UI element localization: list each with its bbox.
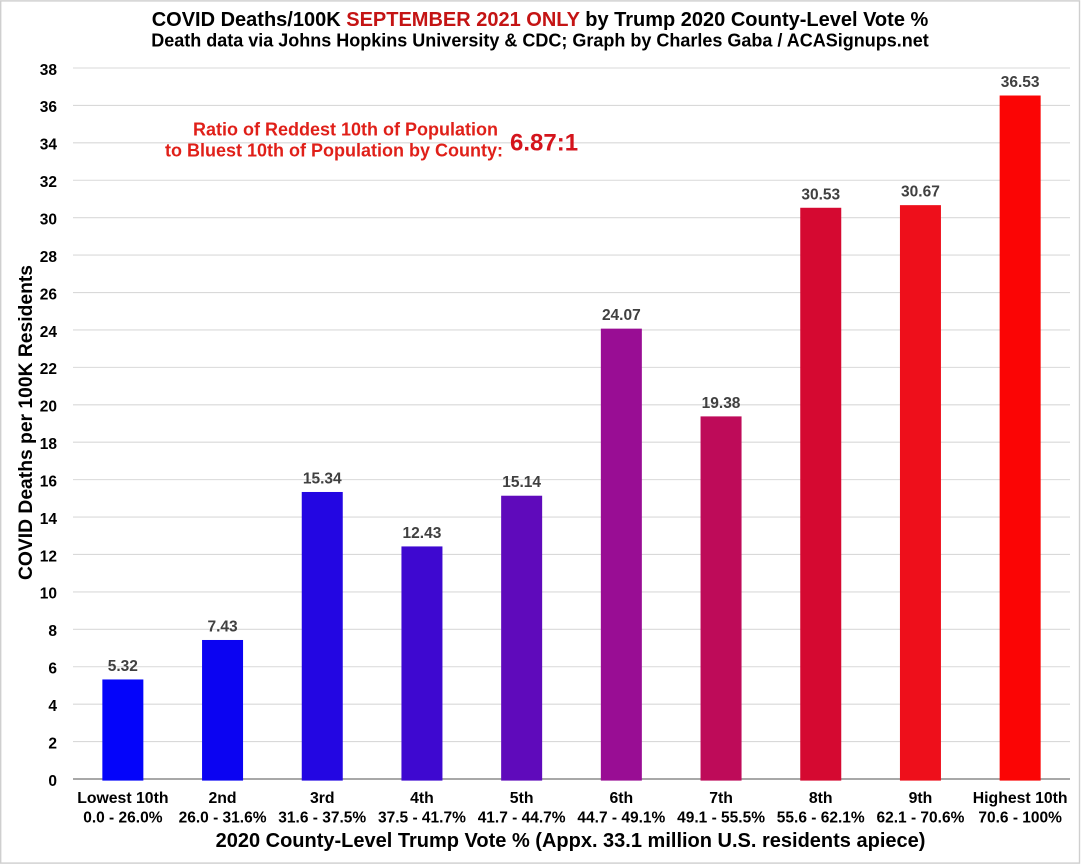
svg-text:12: 12 bbox=[40, 548, 57, 565]
svg-text:31.6 - 37.5%: 31.6 - 37.5% bbox=[278, 809, 366, 826]
svg-text:12.43: 12.43 bbox=[403, 525, 442, 542]
svg-text:5th: 5th bbox=[510, 790, 534, 807]
svg-text:4: 4 bbox=[48, 698, 57, 715]
svg-text:7th: 7th bbox=[709, 790, 733, 807]
svg-text:to Bluest 10th of Population b: to Bluest 10th of Population by County: bbox=[165, 141, 503, 161]
svg-text:30: 30 bbox=[40, 211, 57, 228]
svg-text:26.0 - 31.6%: 26.0 - 31.6% bbox=[179, 809, 267, 826]
svg-text:15.34: 15.34 bbox=[303, 470, 342, 487]
svg-text:10: 10 bbox=[40, 586, 57, 603]
svg-text:70.6 - 100%: 70.6 - 100% bbox=[978, 809, 1062, 826]
svg-text:0: 0 bbox=[48, 773, 57, 790]
svg-text:Highest 10th: Highest 10th bbox=[973, 790, 1068, 807]
svg-text:41.7 - 44.7%: 41.7 - 44.7% bbox=[478, 809, 566, 826]
svg-text:14: 14 bbox=[40, 511, 58, 528]
svg-text:34: 34 bbox=[40, 137, 58, 154]
svg-text:16: 16 bbox=[40, 473, 58, 490]
svg-text:3rd: 3rd bbox=[310, 790, 335, 807]
svg-text:8th: 8th bbox=[809, 790, 833, 807]
svg-text:2: 2 bbox=[48, 735, 57, 752]
svg-text:24.07: 24.07 bbox=[602, 307, 641, 324]
svg-text:COVID Deaths/100K SEPTEMBER 20: COVID Deaths/100K SEPTEMBER 2021 ONLY by… bbox=[152, 9, 929, 31]
svg-text:0.0 - 26.0%: 0.0 - 26.0% bbox=[83, 809, 162, 826]
svg-text:Ratio of Reddest 10th of Popul: Ratio of Reddest 10th of Population bbox=[193, 120, 498, 140]
svg-text:2020 County-Level Trump Vote %: 2020 County-Level Trump Vote % (Appx. 33… bbox=[216, 830, 926, 852]
svg-text:6th: 6th bbox=[609, 790, 633, 807]
svg-text:18: 18 bbox=[40, 436, 58, 453]
svg-text:28: 28 bbox=[40, 249, 58, 266]
svg-text:9th: 9th bbox=[909, 790, 933, 807]
svg-text:6.87:1: 6.87:1 bbox=[510, 130, 578, 157]
svg-text:37.5 - 41.7%: 37.5 - 41.7% bbox=[378, 809, 466, 826]
svg-text:Death data via Johns Hopkins U: Death data via Johns Hopkins University … bbox=[151, 31, 929, 51]
svg-text:38: 38 bbox=[40, 62, 58, 79]
svg-text:22: 22 bbox=[40, 361, 57, 378]
svg-text:32: 32 bbox=[40, 174, 57, 191]
svg-text:8: 8 bbox=[48, 623, 57, 640]
svg-text:36.53: 36.53 bbox=[1001, 74, 1040, 91]
svg-text:6: 6 bbox=[48, 661, 57, 678]
svg-text:Lowest 10th: Lowest 10th bbox=[77, 790, 168, 807]
svg-text:4th: 4th bbox=[410, 790, 434, 807]
svg-text:19.38: 19.38 bbox=[702, 395, 741, 412]
svg-text:26: 26 bbox=[40, 286, 58, 303]
svg-text:36: 36 bbox=[40, 99, 58, 116]
svg-text:5.32: 5.32 bbox=[108, 658, 138, 675]
svg-text:30.67: 30.67 bbox=[901, 184, 940, 201]
svg-text:COVID Deaths per 100K Resident: COVID Deaths per 100K Residents bbox=[16, 265, 37, 580]
svg-text:15.14: 15.14 bbox=[502, 474, 541, 491]
svg-text:7.43: 7.43 bbox=[207, 618, 238, 635]
svg-text:44.7 - 49.1%: 44.7 - 49.1% bbox=[577, 809, 665, 826]
svg-text:62.1 - 70.6%: 62.1 - 70.6% bbox=[876, 809, 964, 826]
svg-text:24: 24 bbox=[40, 324, 58, 341]
svg-text:55.6 - 62.1%: 55.6 - 62.1% bbox=[777, 809, 865, 826]
svg-text:49.1 - 55.5%: 49.1 - 55.5% bbox=[677, 809, 765, 826]
svg-text:20: 20 bbox=[40, 399, 57, 416]
svg-text:2nd: 2nd bbox=[209, 790, 237, 807]
svg-text:30.53: 30.53 bbox=[801, 186, 840, 203]
